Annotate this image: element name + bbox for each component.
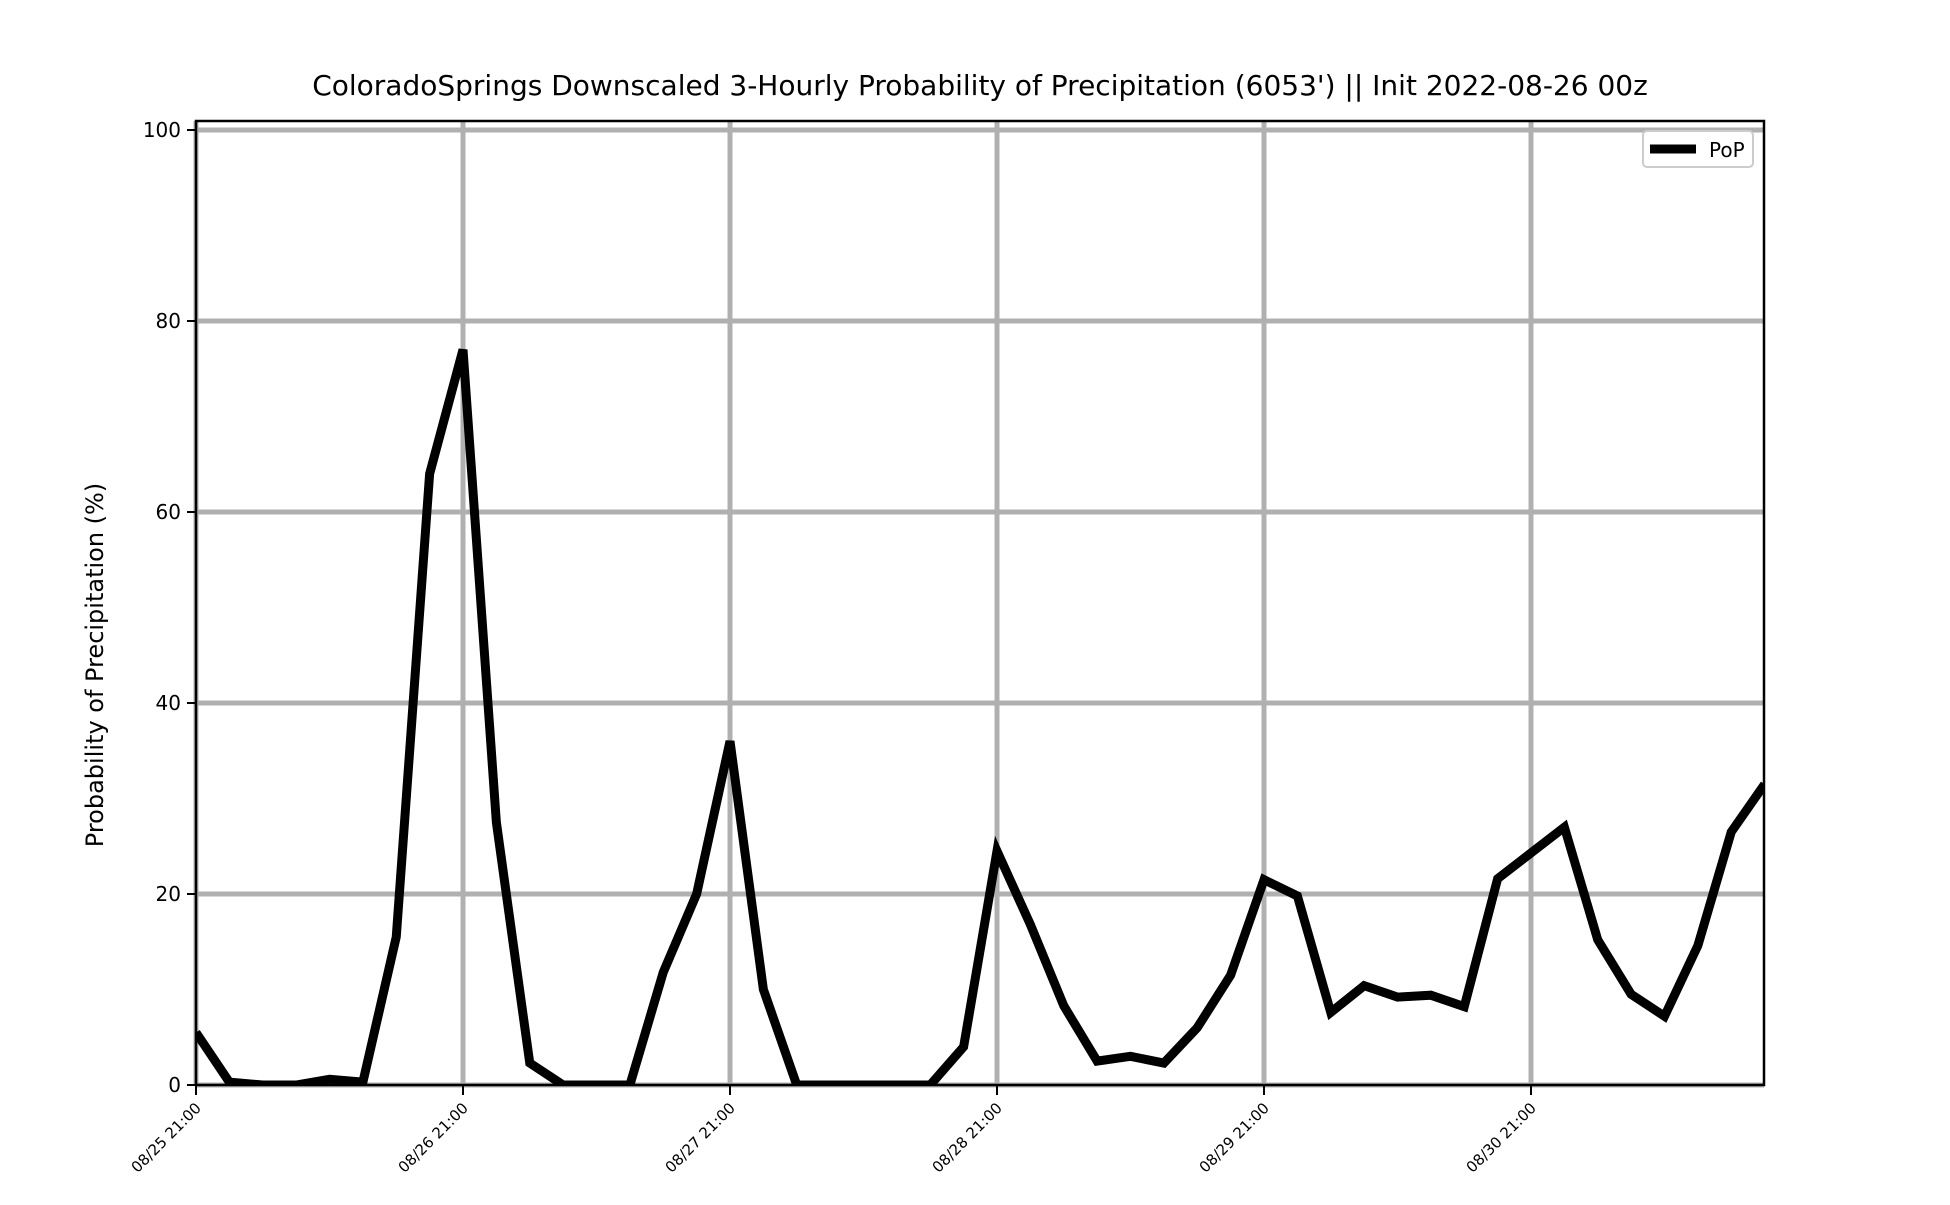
y-tick-label: 80 xyxy=(156,309,181,333)
y-tick-label: 40 xyxy=(156,691,181,715)
y-tick-label: 100 xyxy=(143,118,181,142)
y-tick-label: 20 xyxy=(156,882,181,906)
legend-label-pop: PoP xyxy=(1709,138,1745,162)
gridlines xyxy=(193,121,1764,1088)
plot-frame xyxy=(194,119,1766,1087)
y-axis-label: Probability of Precipitation (%) xyxy=(81,483,109,847)
series-layer xyxy=(196,348,1764,1085)
series-line-pop xyxy=(196,348,1764,1085)
y-tick-label: 0 xyxy=(168,1073,181,1097)
y-tick-label: 60 xyxy=(156,500,181,524)
legend: PoP xyxy=(1642,130,1754,168)
legend-box xyxy=(1642,130,1754,168)
chart-title: ColoradoSprings Downscaled 3-Hourly Prob… xyxy=(312,69,1648,102)
